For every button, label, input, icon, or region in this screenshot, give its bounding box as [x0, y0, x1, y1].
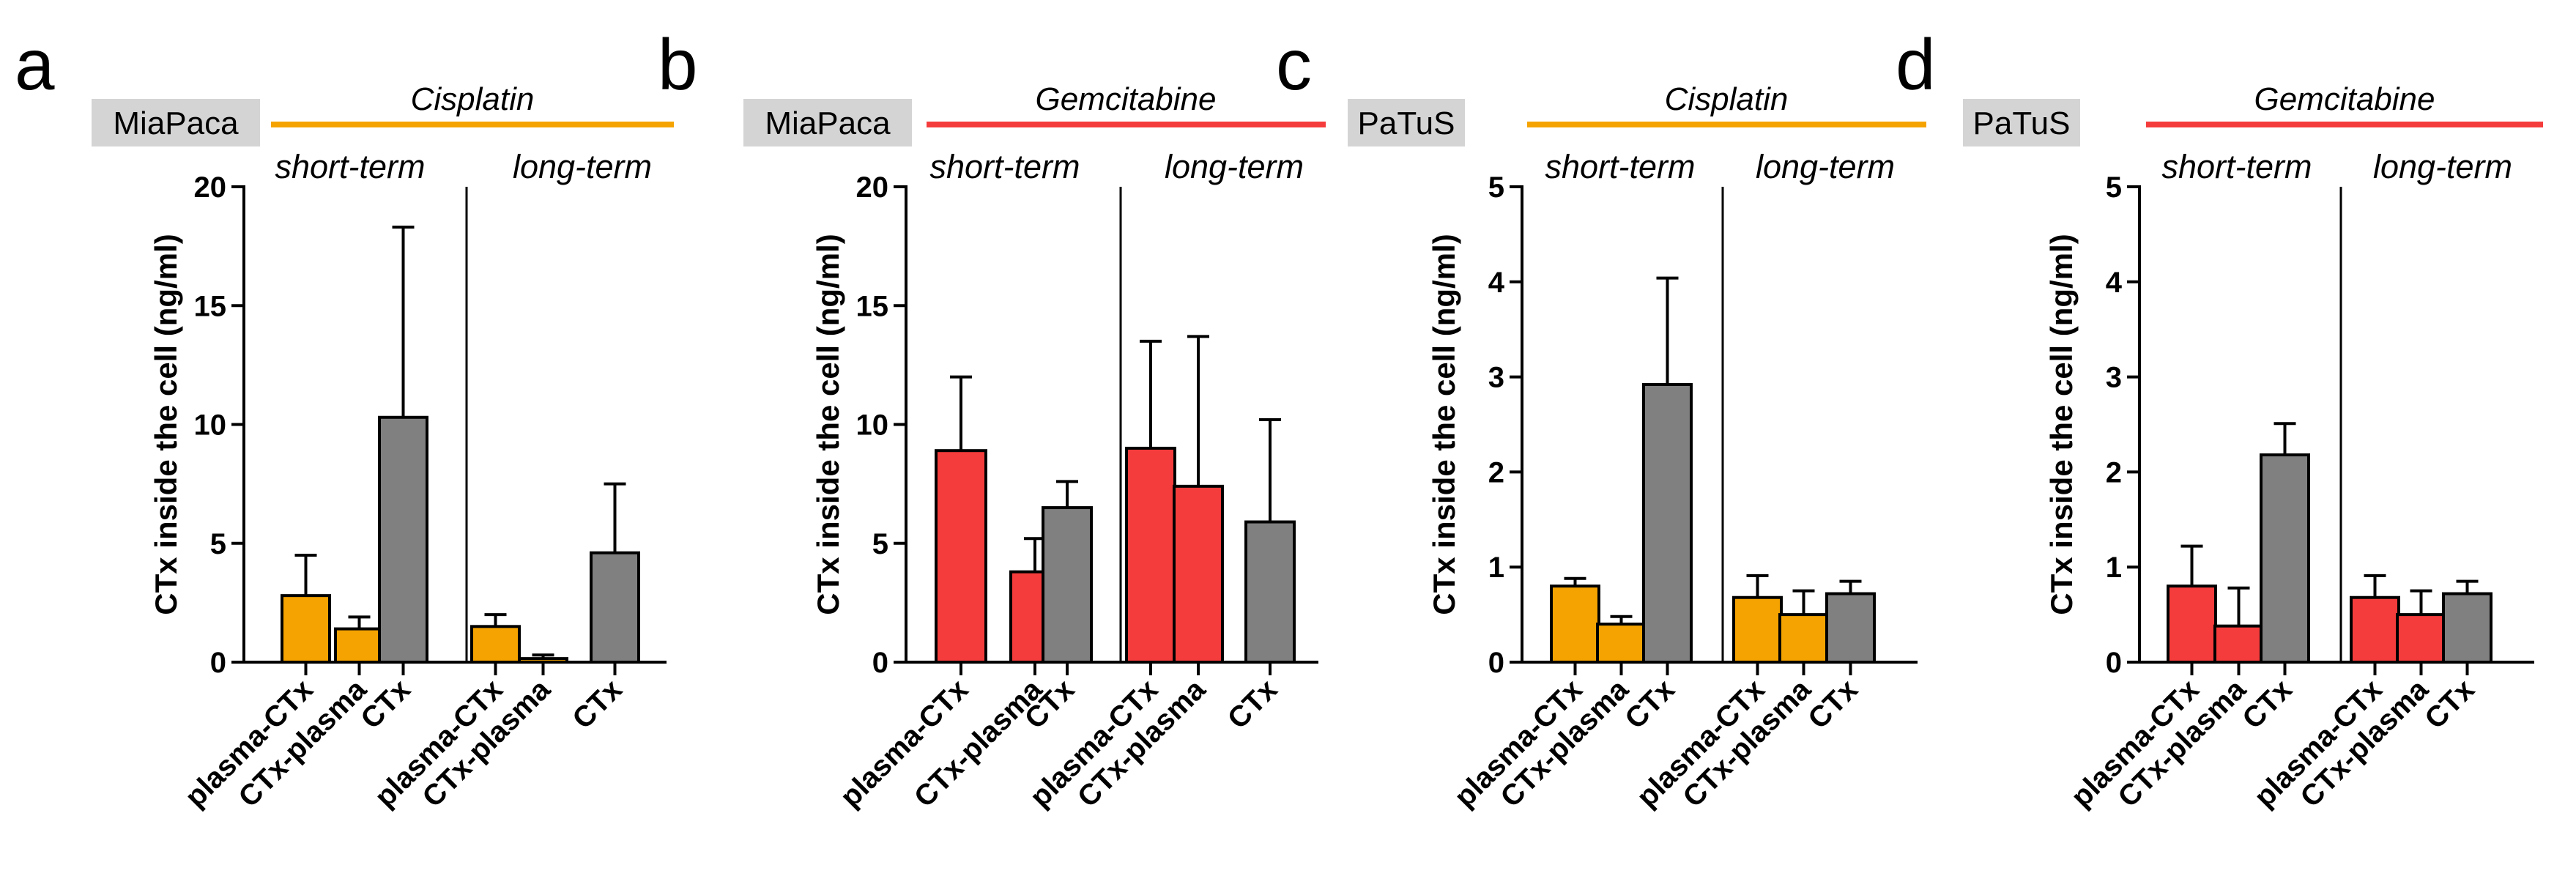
x-category-label: plasma-CTx — [834, 673, 974, 813]
panel-d: d PaTuS Gemcitabine short-term long-term 0 1 2 3… — [1896, 24, 2543, 814]
y-axis-label: CTx inside the cell (ng/ml) — [811, 234, 845, 615]
y-tick-label: 20 — [856, 171, 889, 204]
y-axis-label: CTx inside the cell (ng/ml) — [149, 234, 183, 615]
bar-long-term-CTx — [1244, 520, 1296, 664]
y-tick-label: 5 — [2106, 171, 2122, 204]
y-tick-label: 1 — [1488, 552, 1504, 584]
y-tick-label: 3 — [2106, 362, 2122, 394]
x-category-label: CTx — [2419, 673, 2481, 735]
y-tick-label: 1 — [2106, 552, 2122, 584]
bar-long-term-CTx-plasma — [518, 657, 568, 664]
bar-long-term-plasma-CTx — [470, 625, 521, 664]
bar-short-term-CTx-plasma — [2213, 624, 2264, 664]
group-label-long-term: long-term — [1756, 148, 1895, 185]
cell-line-box — [92, 99, 260, 146]
cell-line-box — [1963, 99, 2080, 146]
y-tick-label: 0 — [210, 647, 226, 679]
panel-c: c PaTuS Cisplatin short-term long-term 0 1 2 3 4 5… — [1276, 24, 1926, 814]
bar-long-term-CTx-plasma — [2396, 613, 2446, 664]
cell-line-box — [1348, 99, 1465, 146]
y-tick-label: 20 — [194, 171, 227, 204]
bar-long-term-CTx-plasma — [1778, 613, 1829, 664]
bar-long-term-CTx — [2442, 592, 2493, 664]
bar-long-term-plasma-CTx — [2350, 595, 2400, 664]
bar-short-term-CTx — [2260, 453, 2310, 664]
bar-short-term-CTx — [378, 415, 428, 664]
group-label-long-term: long-term — [513, 148, 652, 185]
panel-b: b MiaPaca Gemcitabine short-term long-term 0 5… — [658, 24, 1326, 814]
panel-a: a MiaPaca Cisplatin short-term long-term 0 5 10… — [15, 24, 674, 814]
y-axis-label: CTx inside the cell (ng/ml) — [2044, 234, 2079, 615]
y-tick-label: 5 — [1488, 171, 1504, 204]
panel-letter: b — [658, 24, 698, 105]
bar-short-term-plasma-CTx — [935, 449, 987, 664]
y-axis-label: CTx inside the cell (ng/ml) — [1427, 234, 1461, 615]
x-category-label: CTx — [1619, 673, 1681, 735]
y-tick-label: 10 — [194, 409, 227, 442]
bar-long-term-plasma-CTx — [1125, 446, 1176, 664]
y-tick-label: 0 — [872, 647, 888, 679]
x-category-label: CTx — [355, 673, 417, 735]
drug-label: Cisplatin — [1665, 81, 1789, 117]
drug-label: Gemcitabine — [2254, 81, 2435, 117]
bar-short-term-CTx-plasma — [1596, 623, 1647, 664]
y-tick-label: 4 — [1488, 267, 1505, 299]
x-category-label: CTx — [1802, 673, 1864, 735]
panel-letter: c — [1276, 24, 1312, 105]
bar-long-term-CTx — [590, 551, 640, 664]
y-tick-label: 2 — [2106, 456, 2122, 489]
y-tick-label: 5 — [210, 528, 226, 560]
cell-line-label: MiaPaca — [113, 105, 239, 141]
cell-line-label: PaTuS — [1973, 105, 2071, 141]
drug-label: Cisplatin — [411, 81, 535, 117]
y-tick-label: 0 — [1488, 647, 1504, 679]
drug-label: Gemcitabine — [1035, 81, 1216, 117]
cell-line-box — [743, 99, 912, 146]
y-tick-label: 2 — [1488, 456, 1504, 489]
bar-long-term-CTx-plasma — [1173, 484, 1224, 664]
group-label-long-term: long-term — [1165, 148, 1304, 185]
bar-long-term-CTx — [1825, 592, 1876, 664]
bar-short-term-plasma-CTx — [281, 594, 331, 664]
y-tick-label: 15 — [856, 290, 889, 322]
x-category-label: CTx — [1222, 673, 1284, 735]
cell-line-label: PaTuS — [1358, 105, 1455, 141]
bar-short-term-plasma-CTx — [1550, 584, 1600, 664]
panel-letter: d — [1896, 24, 1936, 105]
group-label-short-term: short-term — [2161, 148, 2312, 185]
y-tick-label: 3 — [1488, 362, 1504, 394]
group-label-long-term: long-term — [2373, 148, 2512, 185]
y-tick-label: 4 — [2106, 267, 2123, 299]
panel-letter: a — [15, 24, 55, 105]
bar-short-term-CTx — [1642, 382, 1693, 664]
cell-line-label: MiaPaca — [765, 105, 891, 141]
bar-long-term-plasma-CTx — [1732, 595, 1783, 664]
x-category-label: CTx — [2236, 673, 2298, 735]
y-tick-label: 15 — [194, 290, 227, 322]
group-label-short-term: short-term — [1545, 148, 1695, 185]
y-tick-label: 0 — [2106, 647, 2122, 679]
x-category-label: CTx — [566, 673, 628, 735]
y-tick-label: 5 — [872, 528, 888, 560]
bar-short-term-plasma-CTx — [2167, 584, 2217, 664]
group-label-short-term: short-term — [929, 148, 1080, 185]
group-label-short-term: short-term — [275, 148, 425, 185]
bar-short-term-CTx — [1042, 506, 1093, 664]
bar-short-term-CTx-plasma — [334, 627, 385, 664]
y-tick-label: 10 — [856, 409, 889, 442]
